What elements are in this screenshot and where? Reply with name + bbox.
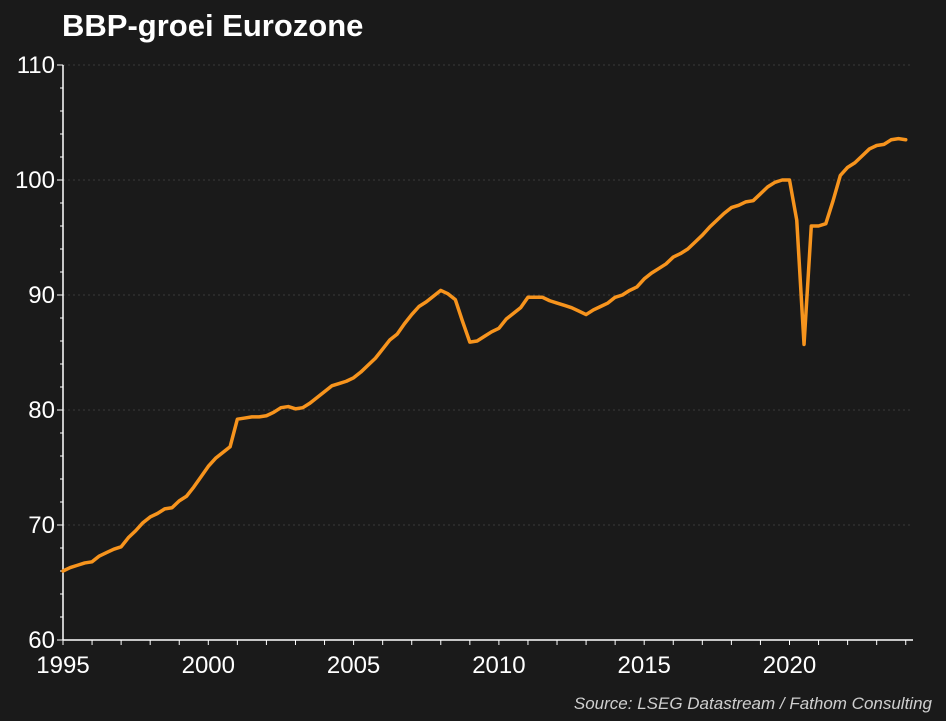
axes xyxy=(57,64,913,645)
y-tick-label-100: 100 xyxy=(15,167,55,194)
y-tick-label-110: 110 xyxy=(17,52,55,79)
chart-title: BBP-groei Eurozone xyxy=(62,8,364,43)
y-tick-label-80: 80 xyxy=(28,397,55,424)
series-layer xyxy=(61,136,908,573)
series-line-0 xyxy=(61,136,908,573)
x-tick-label-2020: 2020 xyxy=(763,652,816,679)
source-note: Source: LSEG Datastream / Fathom Consult… xyxy=(573,694,932,713)
y-tick-labels: 60 70 80 90 100 110 xyxy=(15,52,55,654)
x-tick-label-2015: 2015 xyxy=(618,652,671,679)
y-tick-label-90: 90 xyxy=(28,282,55,309)
x-tick-label-1995: 1995 xyxy=(36,652,89,679)
x-tick-label-2005: 2005 xyxy=(327,652,380,679)
y-tick-label-70: 70 xyxy=(28,512,55,539)
x-tick-label-2000: 2000 xyxy=(182,652,235,679)
y-tick-label-60: 60 xyxy=(28,627,55,654)
chart-plot: 60 70 80 90 100 110 1995 2000 2005 2010 2015 2020 xyxy=(15,52,913,679)
x-tick-labels: 1995 2000 2005 2010 2015 2020 xyxy=(36,652,816,679)
gridlines xyxy=(63,64,913,526)
x-tick-label-2010: 2010 xyxy=(472,652,525,679)
